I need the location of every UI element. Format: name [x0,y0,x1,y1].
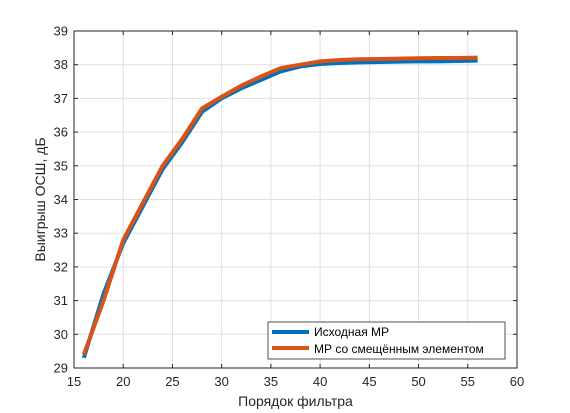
axis-ticks: 15 20 25 30 35 40 45 50 55 60 29 30 31 32 33 34 35 36 37 38… [54,24,525,390]
y-tick-label: 33 [54,226,68,241]
legend-label-series-1: Исходная МР [314,325,389,339]
x-tick-label: 25 [165,374,179,389]
x-tick-label: 40 [313,374,327,389]
x-tick-label: 35 [264,374,278,389]
y-axis-label: Выигрыш ОСШ, дБ [32,137,48,261]
x-tick-label: 50 [411,374,425,389]
x-tick-label: 55 [461,374,475,389]
y-tick-label: 31 [54,293,68,308]
x-tick-label: 20 [116,374,130,389]
y-tick-label: 39 [54,24,68,39]
x-tick-label: 60 [510,374,524,389]
y-tick-label: 35 [54,158,68,173]
x-tick-label: 45 [362,374,376,389]
series-lines [81,55,478,359]
x-tick-label: 30 [214,374,228,389]
x-axis-label: Порядок фильтра [238,393,353,409]
y-tick-label: 37 [54,91,68,106]
y-tick-label: 29 [54,361,68,376]
y-tick-label: 36 [54,125,68,140]
legend: Исходная МР МР со смещённым элементом [267,321,506,360]
y-tick-label: 38 [54,57,68,72]
x-tick-label: 15 [67,374,81,389]
y-tick-label: 34 [54,192,68,207]
legend-label-series-2: МР со смещённым элементом [314,342,484,356]
y-tick-label: 32 [54,259,68,274]
legend-box [267,321,506,360]
y-tick-label: 30 [54,327,68,342]
